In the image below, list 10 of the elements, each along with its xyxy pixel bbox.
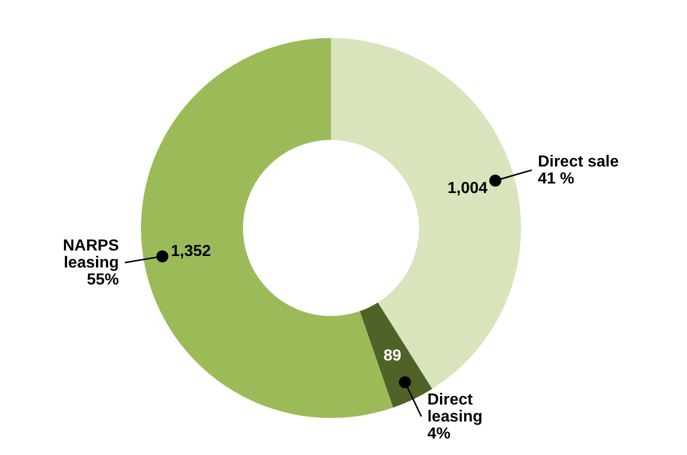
donut-slice: [331, 38, 521, 389]
text: 4%: [427, 425, 450, 442]
text: 55%: [86, 272, 119, 289]
slice-label: NARPS leasing: [62, 238, 120, 272]
data-label: 89: [384, 348, 402, 365]
data-label: 1,004: [447, 180, 488, 198]
slice-label: Direct sale: [538, 154, 619, 171]
slice-label: Direct leasing: [427, 391, 483, 426]
text: 41 %: [538, 170, 574, 188]
data-label: 1,352: [170, 243, 212, 260]
